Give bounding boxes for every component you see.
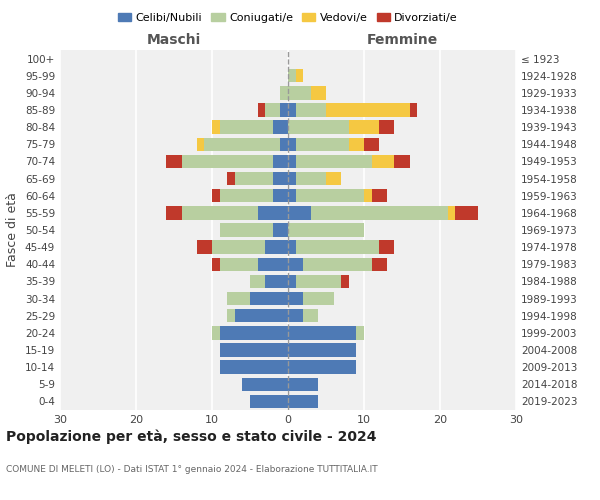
Bar (265, 274, 288, 288)
Bar (341, 274, 349, 288)
Bar (296, 189, 364, 202)
Bar (273, 189, 288, 202)
Bar (296, 274, 341, 288)
Bar (394, 154, 410, 168)
Bar (220, 120, 273, 134)
Bar (220, 258, 257, 271)
Y-axis label: Anni di nascita: Anni di nascita (597, 184, 600, 276)
Bar (242, 378, 288, 391)
Bar (227, 172, 235, 186)
Bar (288, 394, 319, 408)
Bar (212, 326, 220, 340)
Bar (371, 189, 387, 202)
Bar (296, 104, 326, 117)
Bar (448, 206, 455, 220)
Bar (349, 138, 364, 151)
Bar (288, 240, 296, 254)
Bar (235, 172, 273, 186)
Bar (197, 240, 212, 254)
Bar (273, 224, 288, 236)
Bar (349, 120, 379, 134)
Bar (288, 189, 296, 202)
Bar (257, 104, 265, 117)
Bar (288, 292, 303, 306)
Bar (182, 206, 257, 220)
Bar (379, 120, 394, 134)
Bar (227, 292, 250, 306)
Bar (288, 69, 296, 82)
Bar (288, 309, 303, 322)
Bar (288, 138, 296, 151)
Bar (220, 344, 288, 356)
Bar (235, 309, 288, 322)
Bar (280, 104, 288, 117)
Text: Femmine: Femmine (367, 34, 437, 48)
Bar (364, 138, 379, 151)
Bar (280, 86, 288, 100)
Bar (303, 309, 319, 322)
Bar (166, 154, 182, 168)
Bar (212, 240, 265, 254)
Bar (371, 258, 387, 271)
Bar (356, 326, 364, 340)
Bar (273, 154, 288, 168)
Bar (212, 120, 220, 134)
Bar (250, 394, 288, 408)
Bar (212, 258, 220, 271)
Bar (296, 240, 379, 254)
Bar (364, 189, 371, 202)
Bar (212, 189, 220, 202)
Bar (371, 154, 394, 168)
Bar (257, 258, 288, 271)
Bar (288, 120, 349, 134)
Bar (311, 86, 326, 100)
Bar (379, 240, 394, 254)
Bar (280, 138, 288, 151)
Legend: Celibi/Nubili, Coniugati/e, Vedovi/e, Divorziati/e: Celibi/Nubili, Coniugati/e, Vedovi/e, Di… (113, 9, 463, 28)
Bar (288, 274, 296, 288)
Bar (250, 274, 265, 288)
Bar (296, 138, 349, 151)
Bar (288, 360, 356, 374)
Bar (455, 206, 478, 220)
Bar (182, 154, 273, 168)
Bar (220, 326, 288, 340)
Bar (296, 154, 371, 168)
Bar (288, 344, 356, 356)
Text: Maschi: Maschi (147, 34, 201, 48)
Bar (205, 138, 280, 151)
Bar (410, 104, 417, 117)
Bar (166, 206, 182, 220)
Bar (273, 172, 288, 186)
Bar (220, 360, 288, 374)
Bar (288, 154, 296, 168)
Text: COMUNE DI MELETI (LO) - Dati ISTAT 1° gennaio 2024 - Elaborazione TUTTITALIA.IT: COMUNE DI MELETI (LO) - Dati ISTAT 1° ge… (6, 465, 377, 474)
Bar (288, 86, 311, 100)
Bar (227, 309, 235, 322)
Bar (288, 224, 364, 236)
Bar (257, 206, 288, 220)
Text: Popolazione per età, sesso e stato civile - 2024: Popolazione per età, sesso e stato civil… (6, 430, 377, 444)
Bar (197, 138, 205, 151)
Bar (288, 326, 356, 340)
Bar (288, 206, 311, 220)
Bar (311, 206, 448, 220)
Bar (288, 378, 319, 391)
Bar (326, 172, 341, 186)
Bar (296, 172, 326, 186)
Bar (220, 224, 273, 236)
Bar (273, 120, 288, 134)
Bar (288, 258, 303, 271)
Y-axis label: Fasce di età: Fasce di età (7, 192, 19, 268)
Bar (288, 104, 296, 117)
Bar (296, 69, 303, 82)
Bar (220, 189, 273, 202)
Bar (326, 104, 410, 117)
Bar (250, 292, 288, 306)
Bar (265, 240, 288, 254)
Bar (303, 292, 334, 306)
Bar (288, 172, 296, 186)
Bar (265, 104, 280, 117)
Bar (303, 258, 371, 271)
